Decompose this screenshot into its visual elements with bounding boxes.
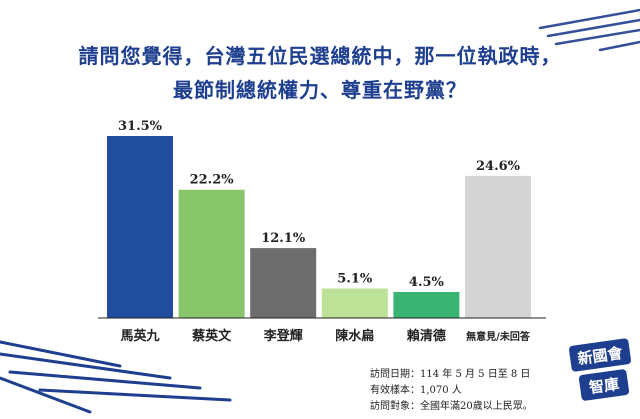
category-label-2: 李登輝 [263, 328, 303, 344]
bar-5 [465, 175, 531, 318]
survey-target: 訪問對象：全國年滿20歲以上民眾。 [370, 401, 533, 412]
category-label-0: 馬英九 [120, 328, 159, 344]
chart-title-line-1: 請問您覺得，台灣五位民選總統中，那一位執政時， [78, 44, 562, 68]
data-label-0: 31.5% [118, 119, 163, 134]
data-label-5: 24.6% [476, 159, 521, 174]
data-label-1: 22.2% [190, 173, 235, 188]
data-label-4: 4.5% [409, 275, 445, 290]
bar-3 [321, 288, 388, 318]
data-label-2: 12.1% [261, 231, 306, 246]
category-label-3: 陳水扁 [335, 328, 374, 344]
bar-2 [250, 248, 317, 318]
category-label-4: 賴清德 [407, 328, 446, 344]
category-label-1: 蔡英文 [191, 328, 232, 344]
data-label-3: 5.1% [337, 272, 373, 287]
survey-notes: 訪問日期：114 年 5 月 5 日至 8 日 有效樣本：1,070 人 訪問對… [370, 367, 533, 415]
bar-0 [107, 136, 173, 318]
category-label-5: 無意見/未回答 [466, 330, 531, 343]
think-tank-logo: 新國會 智庫 [569, 338, 631, 401]
survey-sample-size: 有效樣本：1,070 人 [370, 385, 462, 396]
logo-text-line-2: 智庫 [588, 375, 620, 397]
chart-title-line-2: 最節制總統權力、尊重在野黨？ [173, 78, 467, 102]
bar-4 [393, 292, 460, 318]
bar-1 [178, 189, 245, 318]
survey-date: 訪問日期：114 年 5 月 5 日至 8 日 [370, 369, 531, 380]
